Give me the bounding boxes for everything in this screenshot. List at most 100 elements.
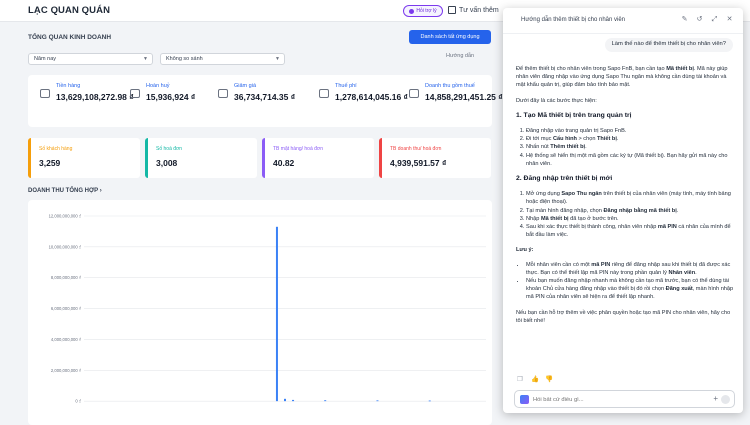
- y-tick-label: 6,000,000,000 ₫: [51, 306, 81, 311]
- chat-input-box: +: [514, 390, 735, 408]
- notes-list: Mỗi nhân viên cần có một mã PIN riêng để…: [526, 261, 734, 302]
- chart-title-text: DOANH THU TỔNG HỢP: [28, 188, 99, 194]
- closing-paragraph: Nếu bạn cần hỗ trợ thêm về việc phân quy…: [516, 309, 731, 324]
- steps-list-2: Mở ứng dụng Sapo Thu ngân trên thiết bị …: [526, 190, 734, 239]
- metric-goods: Tiền hàng 13,629,108,272.98 ₫: [40, 83, 134, 102]
- thumbs-up-icon[interactable]: 👍: [531, 376, 540, 383]
- kpi-value: 3,259: [39, 158, 61, 168]
- sparkle-icon: [409, 8, 415, 14]
- kpi-value: 3,008: [156, 158, 178, 168]
- send-icon[interactable]: [721, 395, 730, 404]
- edit-icon[interactable]: ✎: [681, 16, 688, 23]
- metric-value: 15,936,924 ₫: [146, 92, 196, 102]
- chat-input[interactable]: [533, 394, 703, 405]
- list-item: Đi tới mục Cấu hình > chọn Thiết bị.: [526, 135, 734, 143]
- user-message: Làm thế nào để thêm thiết bị cho nhân vi…: [604, 38, 733, 52]
- list-item: Nhấn nút Thêm thiết bị.: [526, 143, 734, 151]
- revenue-bar[interactable]: [324, 400, 327, 402]
- heading-step-2: 2. Đăng nhập trên thiết bị mới: [516, 175, 613, 183]
- assistant-logo-icon: [520, 395, 529, 404]
- consult-link[interactable]: Tư vấn thêm: [448, 6, 499, 14]
- panel-header-actions: ✎ ↺ ⤢ ✕: [681, 16, 733, 23]
- compare-select-value: Không so sánh: [166, 56, 203, 62]
- metric-tax: Thuế phí 1,278,614,045.16 ₫: [319, 83, 408, 102]
- receipt-icon: [319, 89, 329, 98]
- kpi-revenue-per-invoice: TB doanh thu/ hoá đơn 4,939,591.57 ₫: [379, 138, 491, 178]
- revenue-bar[interactable]: [284, 398, 286, 402]
- kpi-items-per-invoice: TB mặt hàng/ hoá đơn 40.82: [262, 138, 374, 178]
- metric-refund: Hoàn huỷ 15,936,924 ₫: [130, 83, 195, 102]
- revenue-chart-svg: 12,000,000,000 ₫ 10,000,000,000 ₫ 8,000,00…: [49, 214, 486, 404]
- intro-paragraph: Để thêm thiết bị cho nhân viên trong Sap…: [516, 66, 728, 89]
- kpi-invoices: Số hoá đơn 3,008: [145, 138, 257, 178]
- kpi-label: TB mặt hàng/ hoá đơn: [273, 146, 323, 152]
- expand-icon[interactable]: ⤢: [711, 16, 718, 23]
- metrics-card: Tiền hàng 13,629,108,272.98 ₫ Hoàn huỷ 15,…: [28, 75, 503, 127]
- list-item: Mở ứng dụng Sapo Thu ngân trên thiết bị …: [526, 190, 734, 206]
- y-tick-label: 12,000,000,000 ₫: [49, 214, 81, 219]
- panel-title: Hướng dẫn thêm thiết bị cho nhân viên: [521, 17, 626, 23]
- metric-value: 1,278,614,045.16 ₫: [335, 92, 408, 102]
- consult-label: Tư vấn thêm: [459, 6, 499, 14]
- y-tick-label: 4,000,000,000 ₫: [51, 337, 81, 342]
- metric-label: Doanh thu gồm thuế: [425, 83, 475, 89]
- steps-list-1: Đăng nhập vào trang quản trị Sapo FnB. Đ…: [526, 127, 734, 168]
- store-list-button[interactable]: Danh sách tất ứng dụng: [409, 30, 491, 44]
- metric-label: Thuế phí: [335, 83, 357, 89]
- tag-icon: [218, 89, 228, 98]
- copy-icon[interactable]: ❐: [517, 376, 523, 383]
- revenue-bar[interactable]: [292, 399, 295, 402]
- steps-intro: Dưới đây là các bước thực hiện:: [516, 97, 597, 104]
- history-icon[interactable]: ↺: [696, 16, 703, 23]
- revenue-bar[interactable]: [275, 226, 278, 402]
- ai-chat-panel: Hướng dẫn thêm thiết bị cho nhân viên ✎ …: [503, 8, 743, 413]
- section-title: TỔNG QUAN KINH DOANH: [28, 34, 112, 41]
- note-title: Lưu ý:: [516, 247, 534, 254]
- wallet-icon: [409, 89, 419, 98]
- ai-pill-label: Hỏi trợ lý: [416, 8, 437, 14]
- compare-select[interactable]: Không so sánh ▼: [160, 53, 285, 65]
- metric-value: 14,858,291,451.25 ₫: [425, 92, 503, 102]
- list-item: Mỗi nhân viên cần có một mã PIN riêng để…: [526, 261, 734, 277]
- ai-assistant-button[interactable]: Hỏi trợ lý: [403, 5, 443, 17]
- y-tick-label: 0 ₫: [75, 399, 81, 404]
- list-item: Hệ thống sẽ hiển thị một mã gồm các ký t…: [526, 152, 734, 168]
- kpi-value: 4,939,591.57 ₫: [390, 158, 447, 168]
- y-tick-label: 2,000,000,000 ₫: [51, 368, 81, 373]
- list-item: Tại màn hình đăng nhập, chọn Đăng nhập b…: [526, 207, 734, 215]
- book-icon: [448, 6, 456, 14]
- revenue-chart: 12,000,000,000 ₫ 10,000,000,000 ₫ 8,000,00…: [28, 200, 492, 425]
- chevron-right-icon: ›: [99, 188, 102, 194]
- chevron-down-icon: ▼: [275, 56, 280, 62]
- list-item: Đăng nhập vào trang quản trị Sapo FnB.: [526, 127, 734, 135]
- thumbs-down-icon[interactable]: 👎: [545, 376, 554, 383]
- refund-icon: [130, 89, 140, 98]
- list-item: Nhập Mã thiết bị đã tạo ở bước trên.: [526, 215, 734, 223]
- panel-header: Hướng dẫn thêm thiết bị cho nhân viên ✎ …: [503, 8, 743, 34]
- kpi-customers: Số khách hàng 3,259: [28, 138, 140, 178]
- metric-value: 36,734,714.35 ₫: [234, 92, 296, 102]
- feedback-actions: ❐ 👍 👎: [517, 376, 554, 383]
- revenue-bar[interactable]: [428, 400, 431, 402]
- period-select-value: Năm nay: [34, 56, 57, 62]
- list-item: Sau khi xác thực thiết bị thành công, nh…: [526, 223, 734, 239]
- plus-icon[interactable]: +: [713, 394, 718, 403]
- revenue-bar[interactable]: [376, 400, 379, 402]
- chart-title[interactable]: DOANH THU TỔNG HỢP ›: [28, 188, 102, 194]
- store-name[interactable]: LẠC QUAN QUÁN: [28, 5, 111, 16]
- kpi-value: 40.82: [273, 158, 295, 168]
- kpi-label: Số hoá đơn: [156, 146, 183, 152]
- y-tick-label: 8,000,000,000 ₫: [51, 275, 81, 280]
- metric-label: Tiền hàng: [56, 83, 81, 89]
- heading-step-1: 1. Tạo Mã thiết bị trên trang quản trị: [516, 111, 632, 119]
- chevron-down-icon: ▼: [143, 56, 148, 62]
- assistant-message: Để thêm thiết bị cho nhân viên trong Sap…: [516, 65, 734, 332]
- period-select[interactable]: Năm nay ▼: [28, 53, 153, 65]
- kpi-label: Số khách hàng: [39, 146, 73, 152]
- list-item: Nếu bạn muốn đăng nhập nhanh mà không cầ…: [526, 277, 734, 302]
- kpi-label: TB doanh thu/ hoá đơn: [390, 146, 442, 152]
- close-icon[interactable]: ✕: [726, 16, 733, 23]
- guide-link[interactable]: Hướng dẫn: [446, 53, 475, 59]
- metric-discount: Giảm giá 36,734,714.35 ₫: [218, 83, 295, 102]
